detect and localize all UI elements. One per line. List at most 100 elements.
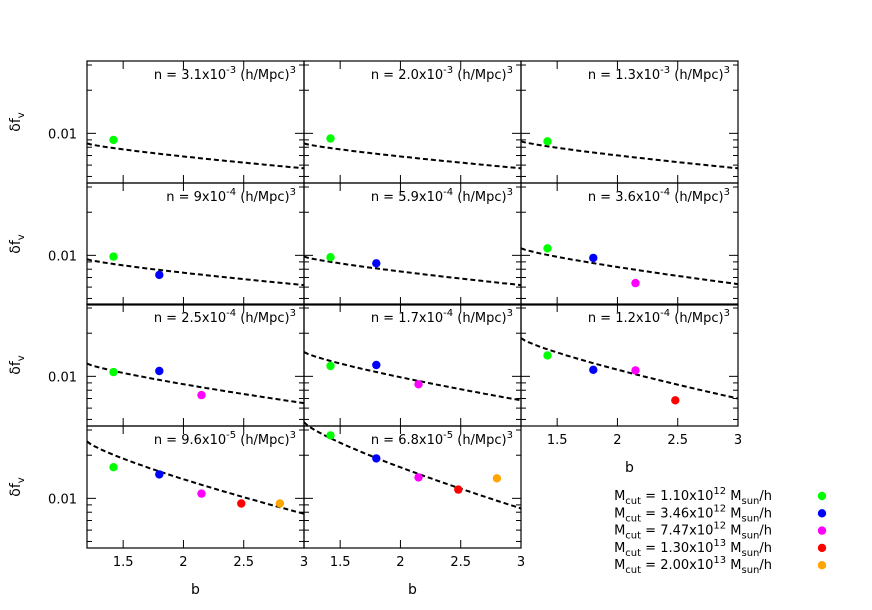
- legend-label-suffix: /h: [759, 541, 772, 556]
- panel-label-exponent: -4: [226, 187, 236, 198]
- legend-marker: [817, 543, 827, 553]
- fit-curve: [86, 258, 305, 287]
- legend-label-sub: cut: [625, 531, 641, 542]
- panel-label: n = 1.2x10-4 (h/Mpc)3: [588, 308, 730, 326]
- panel-label-unit: (h/Mpc): [236, 190, 290, 205]
- panel-label-unit-exponent: 3: [507, 430, 513, 441]
- y-axis-label-sub: v: [16, 234, 27, 240]
- legend-label-prefix: M: [614, 524, 625, 539]
- fit-curve: [303, 142, 522, 170]
- panel-label-unit-exponent: 3: [507, 187, 513, 198]
- y-axis-label-sub: v: [16, 477, 27, 483]
- data-point: [372, 360, 381, 370]
- x-tick-label: 2: [396, 555, 404, 570]
- x-tick-label: 1.5: [330, 555, 351, 570]
- fit-curve: [520, 337, 739, 400]
- data-point: [155, 366, 164, 376]
- legend-marker: [817, 526, 827, 535]
- data-point: [326, 253, 335, 262]
- data-point: [671, 396, 680, 405]
- y-axis-label: δfv: [8, 477, 27, 497]
- panel-label-base: n = 1.2x10: [588, 311, 660, 326]
- data-point: [631, 366, 640, 375]
- data-point: [414, 473, 423, 482]
- x-tick-label: 2.5: [667, 433, 688, 448]
- panel-label-exponent: -3: [226, 65, 236, 76]
- x-tick-label: 2.5: [450, 555, 471, 570]
- data-point: [326, 431, 335, 440]
- y-axis-label-main: δf: [8, 239, 24, 254]
- x-tick-label: 2.5: [233, 555, 254, 570]
- panel-label: n = 1.7x10-4 (h/Mpc)3: [371, 308, 513, 326]
- x-tick-label: 1.5: [113, 555, 134, 570]
- panel-label-unit: (h/Mpc): [670, 311, 724, 326]
- panel-label-base: n = 1.7x10: [371, 311, 443, 326]
- panel-label-exponent: -4: [226, 308, 236, 319]
- legend-label-mid: = 7.47x10: [641, 524, 713, 539]
- data-point: [197, 489, 206, 498]
- fit-curve: [520, 247, 739, 286]
- legend-label-suffix: /h: [759, 558, 772, 573]
- legend-label-sub: cut: [625, 548, 641, 559]
- legend-label: Mcut = 2.00x1013 Msun/h: [614, 555, 772, 576]
- legend-label: Mcut = 3.46x1012 Msun/h: [614, 503, 772, 524]
- panel-8: n = 1.7x10-4 (h/Mpc)3: [303, 303, 522, 427]
- panel-label: n = 3.6x10-4 (h/Mpc)3: [588, 187, 730, 205]
- panel-label-base: n = 3.6x10: [588, 190, 660, 205]
- legend-label-mid: = 1.30x10: [641, 541, 713, 556]
- y-tick-label: 0.01: [48, 249, 77, 264]
- panel-label-exponent: -4: [660, 308, 670, 319]
- legend-label-unit: M: [726, 558, 741, 573]
- fit-curve: [520, 140, 739, 170]
- panel-label-unit: (h/Mpc): [236, 311, 290, 326]
- panel-label: n = 9x10-4 (h/Mpc)3: [166, 187, 296, 205]
- panel-label-exponent: -4: [660, 187, 670, 198]
- panel-label: n = 6.8x10-5 (h/Mpc)3: [371, 430, 513, 448]
- panel-label-exponent: -5: [443, 430, 453, 441]
- fit-curve: [303, 351, 522, 402]
- panel-frame: [520, 303, 739, 427]
- legend-label: Mcut = 1.30x1013 Msun/h: [614, 538, 772, 559]
- legend-label-sup: 13: [713, 538, 726, 549]
- panel-label-unit-exponent: 3: [724, 308, 730, 319]
- data-point: [372, 259, 381, 268]
- panel-9: n = 1.2x10-4 (h/Mpc)31.5 2 2.5 3b: [520, 303, 742, 476]
- y-axis-label-sub: v: [16, 355, 27, 361]
- legend-label-sub: cut: [625, 496, 641, 507]
- legend-label-prefix: M: [614, 541, 625, 556]
- panel-label-unit: (h/Mpc): [236, 68, 290, 83]
- y-tick-label: 0.01: [48, 127, 77, 142]
- x-tick-label: 3: [517, 555, 525, 570]
- panel-label-unit: (h/Mpc): [453, 311, 507, 326]
- panel-label-unit-exponent: 3: [507, 308, 513, 319]
- panel-label-unit-exponent: 3: [290, 187, 296, 198]
- y-axis-label: δfv: [8, 112, 27, 132]
- panel-label-unit-exponent: 3: [724, 187, 730, 198]
- panel-5: n = 5.9x10-4 (h/Mpc)3: [303, 182, 522, 306]
- panel-label-exponent: -4: [443, 187, 453, 198]
- y-axis-label-main: δf: [8, 482, 24, 497]
- panel-label-base: n = 9.6x10: [154, 433, 226, 448]
- legend-label-unit: M: [726, 541, 741, 556]
- data-point: [631, 278, 640, 288]
- panel-11: n = 6.8x10-5 (h/Mpc)31.5 2 2.5 3b: [303, 421, 525, 598]
- panel-label: n = 3.1x10-3 (h/Mpc)3: [154, 65, 296, 83]
- panel-label-unit-exponent: 3: [290, 430, 296, 441]
- y-axis-label-sub: v: [16, 112, 27, 118]
- panel-label-base: n = 1.3x10: [588, 68, 660, 83]
- data-point: [414, 380, 423, 389]
- x-tick-label: 3: [734, 433, 742, 448]
- legend-label-sub: cut: [625, 565, 641, 576]
- data-point: [589, 365, 598, 374]
- legend-label-sup: 12: [713, 521, 726, 532]
- legend-label-unit: M: [726, 506, 741, 521]
- panel-label-exponent: -5: [226, 430, 236, 441]
- y-tick-label: 0.01: [48, 370, 77, 385]
- legend-label-unit-sub: sun: [741, 565, 759, 576]
- panel-label: n = 1.3x10-3 (h/Mpc)3: [588, 65, 730, 83]
- legend-label-unit: M: [726, 524, 741, 539]
- legend-label-mid: = 3.46x10: [641, 506, 713, 521]
- panel-label: n = 5.9x10-4 (h/Mpc)3: [371, 187, 513, 205]
